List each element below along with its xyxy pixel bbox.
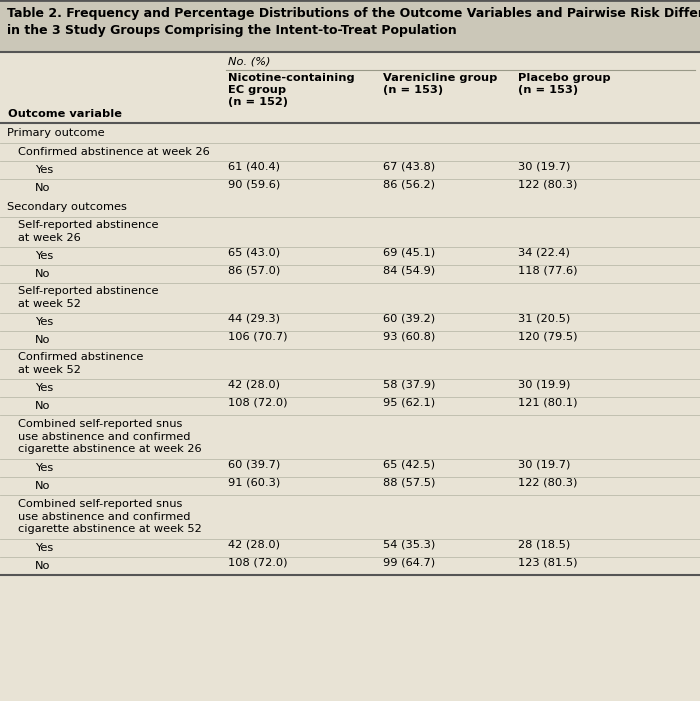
Text: 34 (22.4): 34 (22.4) [518, 247, 570, 258]
Text: 42 (28.0): 42 (28.0) [228, 380, 280, 390]
Text: 30 (19.7): 30 (19.7) [518, 460, 570, 470]
Text: 122 (80.3): 122 (80.3) [518, 477, 578, 488]
Text: No. (%): No. (%) [228, 57, 270, 67]
Text: No: No [35, 183, 50, 193]
Text: 108 (72.0): 108 (72.0) [228, 558, 288, 568]
Text: Self-reported abstinence: Self-reported abstinence [18, 221, 158, 231]
Text: 30 (19.9): 30 (19.9) [518, 380, 570, 390]
Text: EC group: EC group [228, 85, 286, 95]
Text: No: No [35, 268, 50, 279]
Text: No: No [35, 401, 50, 411]
Text: Placebo group: Placebo group [518, 73, 610, 83]
Text: 54 (35.3): 54 (35.3) [383, 540, 435, 550]
Text: 90 (59.6): 90 (59.6) [228, 179, 280, 190]
Text: use abstinence and confirmed: use abstinence and confirmed [18, 432, 190, 442]
Text: No: No [35, 561, 50, 571]
Text: 60 (39.7): 60 (39.7) [228, 460, 280, 470]
Text: 86 (56.2): 86 (56.2) [383, 179, 435, 190]
Text: Nicotine-containing: Nicotine-containing [228, 73, 355, 83]
Text: Confirmed abstinence: Confirmed abstinence [18, 353, 144, 362]
Text: 65 (43.0): 65 (43.0) [228, 247, 280, 258]
Text: No: No [35, 481, 50, 491]
Text: 31 (20.5): 31 (20.5) [518, 314, 570, 324]
Text: 60 (39.2): 60 (39.2) [383, 314, 435, 324]
Text: at week 52: at week 52 [18, 365, 81, 375]
Text: 65 (42.5): 65 (42.5) [383, 460, 435, 470]
Text: 67 (43.8): 67 (43.8) [383, 162, 435, 172]
Text: 69 (45.1): 69 (45.1) [383, 247, 435, 258]
Text: 95 (62.1): 95 (62.1) [383, 397, 435, 408]
Text: Varenicline group: Varenicline group [383, 73, 498, 83]
Text: 30 (19.7): 30 (19.7) [518, 162, 570, 172]
Text: (n = 153): (n = 153) [383, 85, 443, 95]
Text: 86 (57.0): 86 (57.0) [228, 266, 280, 275]
Text: at week 26: at week 26 [18, 233, 80, 243]
Text: 84 (54.9): 84 (54.9) [383, 266, 435, 275]
Text: Yes: Yes [35, 543, 53, 553]
Text: Primary outcome: Primary outcome [7, 128, 104, 138]
Text: Yes: Yes [35, 165, 53, 175]
Text: 93 (60.8): 93 (60.8) [383, 332, 435, 341]
Text: Combined self-reported snus: Combined self-reported snus [18, 499, 183, 509]
Text: in the 3 Study Groups Comprising the Intent-to-Treat Population: in the 3 Study Groups Comprising the Int… [7, 24, 456, 37]
Text: 118 (77.6): 118 (77.6) [518, 266, 578, 275]
Text: cigarette abstinence at week 52: cigarette abstinence at week 52 [18, 524, 202, 534]
Text: at week 52: at week 52 [18, 299, 81, 309]
Text: Confirmed abstinence at week 26: Confirmed abstinence at week 26 [18, 147, 210, 157]
Bar [0, 0, 700, 52]
Text: use abstinence and confirmed: use abstinence and confirmed [18, 512, 190, 522]
Text: 58 (37.9): 58 (37.9) [383, 380, 435, 390]
Text: 42 (28.0): 42 (28.0) [228, 540, 280, 550]
Text: 61 (40.4): 61 (40.4) [228, 162, 280, 172]
Text: 99 (64.7): 99 (64.7) [383, 558, 435, 568]
Text: No: No [35, 335, 50, 345]
Text: 88 (57.5): 88 (57.5) [383, 477, 435, 488]
Text: Self-reported abstinence: Self-reported abstinence [18, 287, 158, 297]
Text: Yes: Yes [35, 251, 53, 261]
Text: 121 (80.1): 121 (80.1) [518, 397, 578, 408]
Text: Table 2. Frequency and Percentage Distributions of the Outcome Variables and Pai: Table 2. Frequency and Percentage Distri… [7, 7, 700, 20]
Text: 122 (80.3): 122 (80.3) [518, 179, 578, 190]
Text: 28 (18.5): 28 (18.5) [518, 540, 570, 550]
Text: 91 (60.3): 91 (60.3) [228, 477, 280, 488]
Text: Yes: Yes [35, 463, 53, 472]
Text: Yes: Yes [35, 317, 53, 327]
Text: Secondary outcomes: Secondary outcomes [7, 202, 127, 212]
Text: Yes: Yes [35, 383, 53, 393]
Text: Combined self-reported snus: Combined self-reported snus [18, 419, 183, 429]
Text: Outcome variable: Outcome variable [8, 109, 122, 119]
Text: cigarette abstinence at week 26: cigarette abstinence at week 26 [18, 444, 202, 454]
Text: (n = 152): (n = 152) [228, 97, 288, 107]
Text: 44 (29.3): 44 (29.3) [228, 314, 280, 324]
Text: (n = 153): (n = 153) [518, 85, 578, 95]
Text: 123 (81.5): 123 (81.5) [518, 558, 578, 568]
Text: 106 (70.7): 106 (70.7) [228, 332, 288, 341]
Text: 108 (72.0): 108 (72.0) [228, 397, 288, 408]
Text: 120 (79.5): 120 (79.5) [518, 332, 578, 341]
